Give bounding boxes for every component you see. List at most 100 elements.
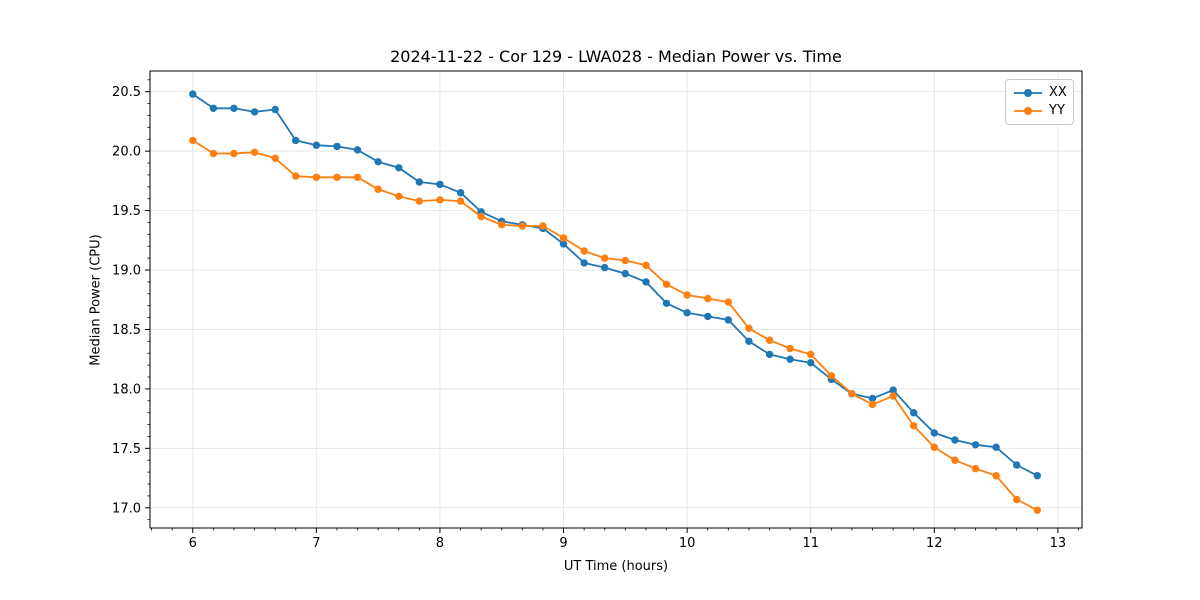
x-tick-label: 6	[189, 536, 197, 551]
series-yy-marker	[477, 212, 485, 221]
y-tick-label: 18.0	[112, 382, 141, 397]
series-yy-marker	[209, 149, 218, 158]
series-yy-marker	[395, 192, 403, 200]
series-yy-marker	[353, 173, 362, 181]
series-yy-marker	[1013, 495, 1021, 504]
series-yy-marker	[518, 222, 527, 230]
series-yy-marker	[765, 336, 774, 344]
series-yy-marker	[333, 173, 341, 181]
series-xx-marker	[868, 394, 877, 403]
series-yy-marker	[374, 185, 382, 193]
legend: XX YY	[1005, 79, 1074, 125]
series-xx-marker	[765, 350, 774, 359]
series-yy-marker	[559, 234, 568, 242]
series-yy-marker	[456, 197, 465, 205]
series-xx-marker	[992, 443, 1000, 451]
series-xx-marker	[1033, 472, 1042, 480]
series-yy-marker	[827, 372, 836, 380]
series-xx-marker	[930, 429, 938, 437]
x-tick-label: 7	[312, 536, 320, 551]
y-tick-label: 20.0	[112, 145, 141, 160]
series-yy-marker	[580, 247, 588, 255]
series-yy-marker	[415, 197, 423, 205]
series-xx-marker	[189, 90, 197, 98]
series-xx-marker	[250, 108, 259, 116]
series-yy-marker	[724, 298, 732, 306]
series-yy-marker	[1033, 506, 1042, 514]
series-yy-marker	[312, 173, 321, 181]
series-xx-marker	[745, 337, 753, 345]
series-xx-marker	[1013, 461, 1021, 469]
series-xx-marker	[559, 240, 568, 248]
series-yy-marker	[292, 172, 300, 180]
x-axis-label: UT Time (hours)	[563, 559, 669, 574]
series-xx-marker	[230, 104, 238, 113]
series-xx-marker	[374, 158, 382, 166]
series-yy-marker	[848, 390, 856, 398]
series-xx-marker	[580, 259, 588, 267]
series-yy-marker	[807, 350, 815, 359]
series-xx-marker	[292, 136, 300, 145]
plot-border	[149, 70, 1083, 529]
legend-sample-yy-icon	[1014, 107, 1042, 115]
series-yy-marker	[868, 400, 877, 409]
series-xx-marker	[807, 359, 815, 367]
series-xx-marker	[971, 441, 980, 449]
x-tick-label: 11	[802, 536, 819, 551]
series-yy-marker	[436, 196, 444, 204]
series-yy-marker	[930, 443, 938, 451]
legend-label-xx: XX	[1049, 85, 1067, 100]
series-xx-marker	[312, 141, 321, 149]
series-yy-marker	[992, 472, 1000, 480]
series-xx-marker	[683, 309, 691, 317]
series-yy-marker	[230, 149, 238, 158]
series-xx-marker	[395, 164, 403, 172]
y-tick-label: 20.5	[112, 85, 141, 100]
legend-sample-xx-icon	[1014, 89, 1042, 97]
x-tick-label: 13	[1050, 536, 1067, 551]
series-yy-marker	[951, 456, 959, 464]
series-xx-marker	[333, 142, 341, 151]
series-xx-marker	[910, 409, 918, 417]
series-yy-marker	[683, 291, 691, 299]
series-xx-marker	[786, 355, 794, 363]
y-tick-label: 19.0	[112, 264, 141, 279]
series-yy-marker	[498, 221, 506, 229]
series-yy-marker	[601, 254, 609, 262]
legend-label-yy: YY	[1049, 103, 1065, 118]
series-xx-marker	[601, 263, 609, 272]
series-yy-marker	[662, 280, 671, 288]
x-tick-label: 10	[679, 536, 696, 551]
series-xx-marker	[621, 269, 629, 278]
y-axis-label: Median Power (CPU)	[88, 234, 104, 366]
series-yy-marker	[642, 261, 650, 269]
legend-item-xx: XX	[1012, 84, 1067, 102]
series-xx-marker	[415, 178, 423, 186]
series-yy-marker	[971, 464, 980, 473]
series-yy-marker	[745, 324, 753, 332]
series-xx-marker	[642, 278, 650, 286]
series-yy-marker	[539, 222, 547, 230]
series-xx-marker	[704, 312, 712, 321]
series-xx-marker	[209, 104, 218, 113]
series-yy-marker	[271, 154, 279, 162]
y-tick-label: 18.5	[112, 323, 141, 338]
series-xx-marker	[353, 146, 362, 154]
series-xx-marker	[724, 316, 732, 324]
y-tick-label: 17.0	[112, 501, 141, 516]
x-tick-label: 8	[436, 536, 444, 551]
series-xx-marker	[271, 105, 279, 114]
series-yy-marker	[250, 148, 259, 156]
series-yy-line	[191, 139, 1039, 512]
series-xx-marker	[889, 386, 897, 394]
y-tick-label: 19.5	[112, 204, 141, 219]
series-yy-marker	[786, 344, 794, 353]
series-yy-marker	[189, 136, 197, 145]
series-xx-marker	[436, 180, 444, 189]
series-yy-marker	[889, 392, 897, 400]
series-yy-marker	[910, 422, 918, 430]
x-tick-label: 9	[559, 536, 567, 551]
series-yy-marker	[621, 256, 629, 265]
